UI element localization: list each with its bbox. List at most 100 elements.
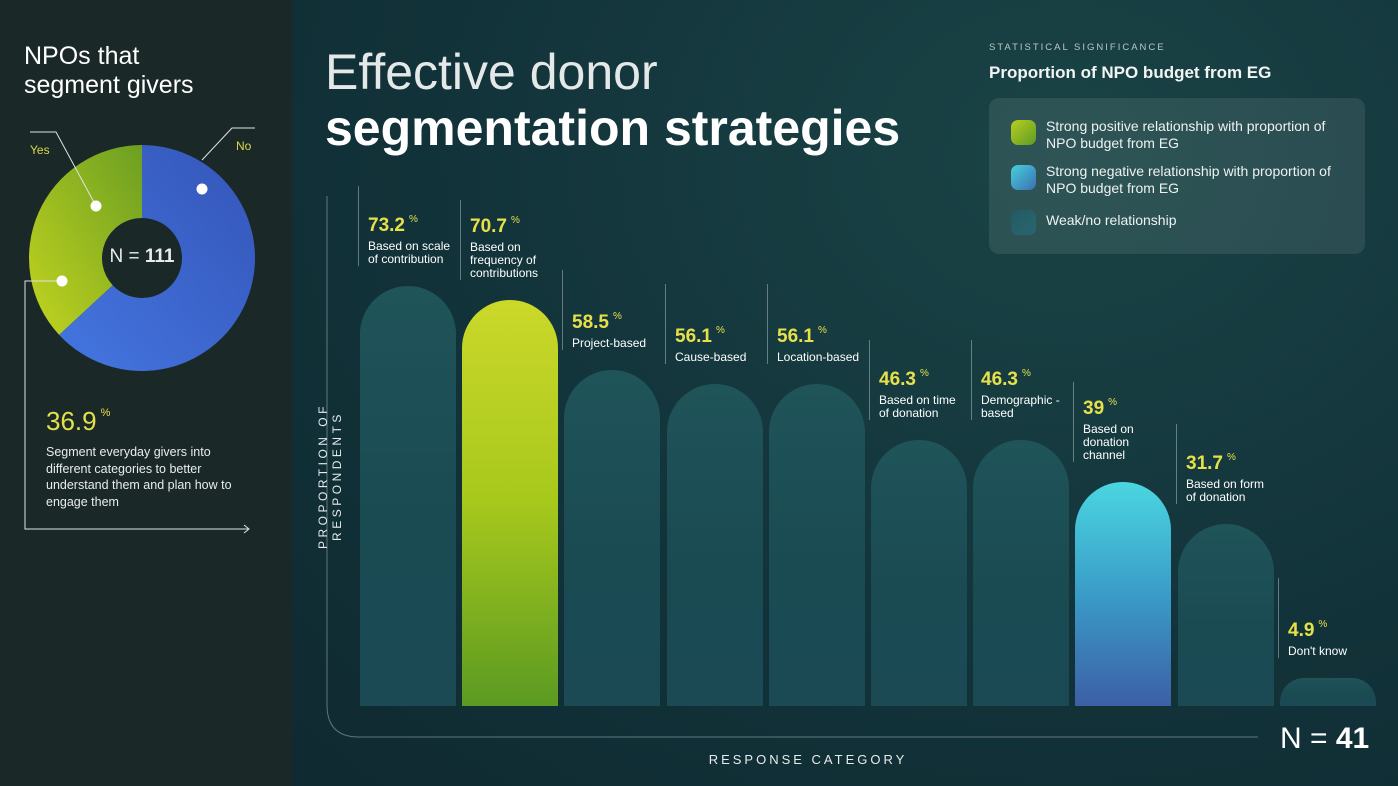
pie-n-count: N = 111 bbox=[100, 246, 184, 268]
pie-title-line2: segment givers bbox=[24, 71, 194, 99]
legend-item-positive: Strong positive relationship with propor… bbox=[1011, 118, 1346, 152]
legend-item-negative: Strong negative relationship with propor… bbox=[1011, 163, 1346, 197]
bar-value: 31.7% bbox=[1186, 452, 1284, 475]
bar-value: 46.3% bbox=[879, 368, 977, 391]
bar bbox=[360, 285, 456, 706]
bar bbox=[1178, 524, 1274, 706]
highlight-unit: % bbox=[100, 407, 111, 419]
bar-value-number: 46.3 bbox=[879, 369, 916, 391]
bar-value-number: 31.7 bbox=[1186, 453, 1223, 475]
bar-value-unit: % bbox=[612, 311, 622, 323]
legend: Strong positive relationship with propor… bbox=[989, 98, 1365, 254]
bar-value: 70.7% bbox=[470, 215, 568, 238]
bar-label: 56.1% Location-based bbox=[777, 325, 875, 364]
sample-size: N = 41 bbox=[1280, 722, 1369, 756]
pie-label-yes: Yes bbox=[30, 143, 50, 157]
title-line2: segmentation strategies bbox=[325, 100, 901, 156]
bar-label-line bbox=[971, 340, 972, 421]
legend-label: Strong positive relationship with propor… bbox=[1046, 118, 1326, 151]
pie-slice-no bbox=[59, 145, 255, 371]
bar-value: 58.5% bbox=[572, 311, 670, 334]
legend-swatch-positive bbox=[1011, 120, 1036, 145]
bar-label: 46.3% Demographic -based bbox=[981, 368, 1079, 420]
bar-label: 4.9% Don't know bbox=[1288, 619, 1386, 658]
legend-swatch-weak bbox=[1011, 210, 1036, 235]
bar-label: 46.3% Based on time of donation bbox=[879, 368, 977, 420]
bar-label-line bbox=[1176, 424, 1177, 505]
pie-marker-dot bbox=[90, 200, 102, 212]
bar-value: 46.3% bbox=[981, 368, 1079, 391]
bar bbox=[462, 300, 558, 706]
highlight-percentage: 36.9% bbox=[46, 406, 110, 437]
pie-title-line1: NPOs that bbox=[24, 42, 140, 70]
highlight-value: 36.9 bbox=[46, 406, 97, 436]
bar-category: Based on form of donation bbox=[1186, 477, 1265, 505]
pie-title: NPOs that segment givers bbox=[24, 42, 194, 100]
bar-label-line bbox=[1073, 382, 1074, 463]
bar-label: 73.2% Based on scale of contribution bbox=[368, 214, 466, 266]
left-panel bbox=[0, 0, 292, 786]
callout-connector bbox=[24, 280, 248, 530]
legend-item-weak: Weak/no relationship bbox=[1011, 208, 1346, 235]
bar-label-line bbox=[1278, 577, 1279, 658]
bar-value-unit: % bbox=[715, 325, 725, 336]
bar-label: 39% Based on donation channel bbox=[1083, 397, 1181, 462]
bar-label: 58.5% Project-based bbox=[572, 311, 670, 350]
bar bbox=[973, 440, 1069, 706]
bar-value-number: 39 bbox=[1083, 398, 1105, 420]
bar-value-unit: % bbox=[919, 368, 929, 380]
pie-label-no: No bbox=[236, 139, 252, 153]
pie-n-label: N = bbox=[109, 246, 145, 267]
pie-marker-dot bbox=[196, 183, 208, 195]
bar-category: Based on time of donation bbox=[879, 393, 956, 421]
legend-title: Proportion of NPO budget from EG bbox=[989, 63, 1272, 82]
bar-category: Don't know bbox=[1288, 643, 1347, 658]
bar-label: 70.7% Based on frequency of contributions bbox=[470, 215, 568, 280]
legend-swatch-negative bbox=[1011, 165, 1036, 190]
bar-label-line bbox=[767, 283, 768, 364]
bar-value-unit: % bbox=[510, 215, 520, 227]
bar-label-line bbox=[562, 270, 563, 351]
bar-value-unit: % bbox=[1108, 397, 1118, 409]
bar-value-unit: % bbox=[817, 325, 827, 336]
no-leader-line bbox=[201, 127, 255, 161]
bar-label-line bbox=[460, 200, 461, 281]
arrow-icon bbox=[243, 524, 250, 534]
bar-value: 4.9% bbox=[1288, 619, 1386, 642]
bar-category: Project-based bbox=[572, 336, 647, 351]
axis-line bbox=[326, 196, 1258, 738]
bar-label-line bbox=[358, 185, 359, 266]
pie-marker-dot bbox=[56, 275, 68, 287]
pie-slice-yes bbox=[29, 145, 142, 335]
bar-value-number: 58.5 bbox=[572, 312, 609, 334]
bar-value-number: 73.2 bbox=[368, 214, 405, 236]
yes-leader-line bbox=[30, 131, 97, 207]
bar-value: 56.1% bbox=[675, 325, 773, 348]
bar-value-unit: % bbox=[1021, 368, 1031, 380]
bar-value-number: 46.3 bbox=[981, 369, 1018, 391]
bar-category: Demographic -based bbox=[981, 393, 1060, 421]
bar-value-unit: % bbox=[1318, 618, 1328, 630]
bar bbox=[1280, 677, 1376, 706]
bar-value-number: 56.1 bbox=[675, 326, 712, 347]
page-title: Effective donor segmentation strategies bbox=[325, 44, 900, 156]
bar-label: 31.7% Based on form of donation bbox=[1186, 452, 1284, 504]
bar-label: 56.1% Cause-based bbox=[675, 325, 773, 364]
bar-value-unit: % bbox=[1226, 452, 1236, 464]
bar-value-number: 70.7 bbox=[470, 216, 507, 238]
y-axis-label: PROPORTION OF RESPONDENTS bbox=[316, 403, 344, 549]
bar-category: Based on frequency of contributions bbox=[470, 240, 539, 281]
title-line1: Effective donor bbox=[325, 44, 658, 100]
pie-n-value: 111 bbox=[144, 246, 175, 267]
sample-size-label: N = bbox=[1280, 722, 1336, 755]
legend-kicker: STATISTICAL SIGNIFICANCE bbox=[989, 42, 1166, 53]
bar bbox=[769, 383, 865, 706]
bar-value: 39% bbox=[1083, 397, 1181, 420]
bar-category: Based on donation channel bbox=[1083, 422, 1134, 463]
bar-value-number: 4.9 bbox=[1288, 619, 1315, 641]
bar-category: Based on scale of contribution bbox=[368, 238, 451, 266]
bar-value: 56.1% bbox=[777, 325, 875, 348]
bar bbox=[564, 370, 660, 706]
bar bbox=[667, 383, 763, 706]
